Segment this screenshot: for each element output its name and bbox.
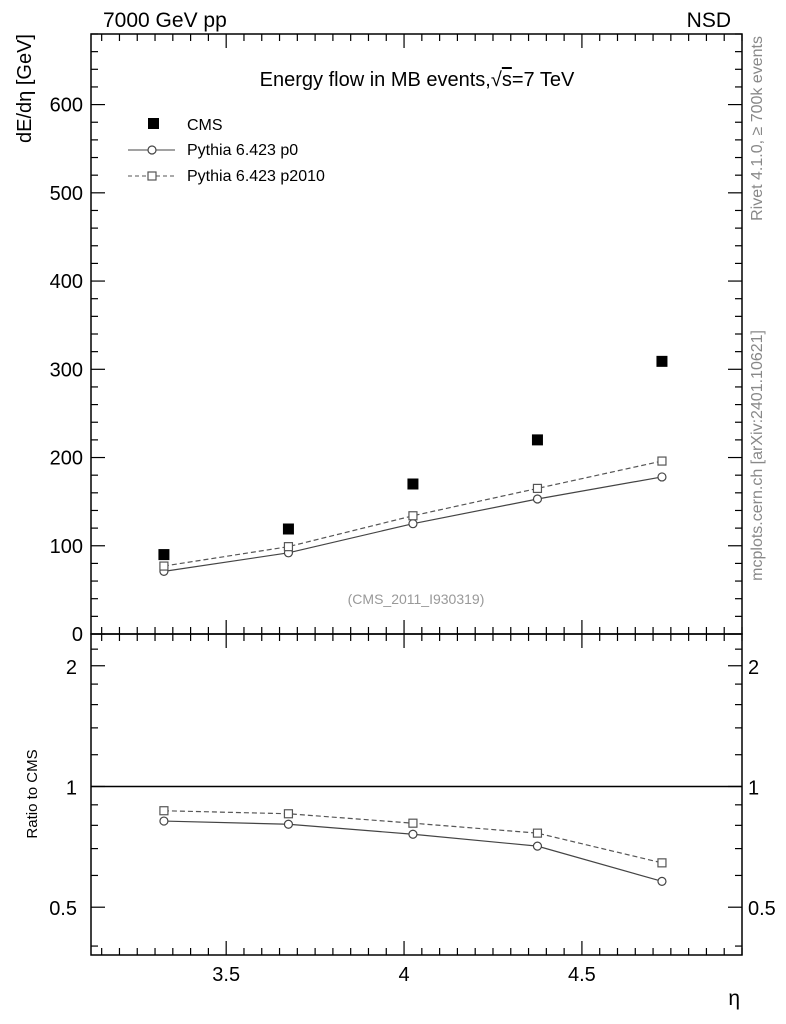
legend-cms-label: CMS	[187, 117, 223, 134]
ratio-p0-point	[657, 876, 667, 886]
ratio-y-tick-label-right: 1	[748, 777, 759, 799]
main-cms-point	[656, 355, 668, 367]
legend-p2010-label: Pythia 6.423 p2010	[187, 168, 325, 185]
ratio-p2010-point	[408, 818, 418, 828]
main-y-tick-label: 500	[50, 183, 83, 205]
legend-p0-label: Pythia 6.423 p0	[187, 142, 298, 159]
chart-title: Energy flow in MB events,√s=7 TeV	[260, 69, 575, 91]
main-series-group	[158, 355, 668, 576]
main-p2010-point	[657, 456, 667, 466]
chart-title-prefix: Energy flow in MB events,	[260, 69, 491, 91]
main-p0-point	[408, 519, 418, 529]
main-p2010-point	[408, 511, 418, 521]
legend-cms-marker	[148, 118, 159, 129]
main-axis-ticks: 0 100 200 300 400 500 600	[50, 33, 743, 646]
main-cms-point	[158, 549, 170, 561]
ratio-p2010-point	[532, 828, 543, 838]
chart-title-root: √	[491, 69, 502, 91]
rivet-side-label: Rivet 4.1.0, ≥ 700k events	[749, 36, 766, 221]
ratio-y-tick-label-right: 2	[748, 657, 759, 679]
main-p0-point	[657, 472, 667, 482]
ratio-p0-point	[159, 816, 169, 826]
legend: CMS Pythia 6.423 p0 Pythia 6.423 p2010	[128, 117, 325, 185]
main-y-axis-label: dE/dη [GeV]	[14, 34, 36, 143]
ratio-axis-ticks: 0.5 0.5 1 1 2 2 3.5 4 4.5	[49, 634, 776, 986]
x-tick-label: 3.5	[212, 964, 240, 986]
main-p0-point	[532, 494, 543, 504]
ratio-p2010-point	[159, 806, 169, 816]
ratio-y-tick-label: 1	[66, 777, 77, 799]
header-left-label: 7000 GeV pp	[103, 9, 227, 32]
chart-title-suffix: =7 TeV	[512, 69, 575, 91]
legend-p2010-marker	[147, 171, 157, 181]
ratio-y-axis-label: Ratio to CMS	[24, 749, 41, 838]
ratio-y-tick-label-right: 0.5	[748, 898, 776, 920]
main-p2010-point	[532, 483, 543, 494]
chart-title-s: s	[502, 69, 512, 91]
legend-p0-marker	[147, 145, 157, 155]
main-y-tick-label: 100	[50, 536, 83, 558]
ratio-p2010-point	[657, 858, 667, 868]
main-y-tick-label: 400	[50, 271, 83, 293]
main-y-tick-label: 0	[72, 624, 83, 646]
main-p2010-point	[159, 561, 169, 571]
main-cms-point	[407, 478, 419, 490]
main-p2010-point	[283, 542, 294, 552]
header-right-label: NSD	[687, 9, 731, 32]
ratio-p2010-point	[283, 809, 294, 819]
ratio-p0-point	[283, 819, 294, 829]
main-cms-point	[531, 434, 543, 446]
x-tick-label: 4.5	[568, 964, 596, 986]
main-y-tick-label: 200	[50, 448, 83, 470]
main-y-tick-label: 300	[50, 359, 83, 381]
ratio-y-tick-label: 2	[66, 657, 77, 679]
x-tick-label: 4	[398, 964, 409, 986]
mcplots-side-label: mcplots.cern.ch [arXiv:2401.10621]	[749, 330, 766, 581]
ratio-y-tick-label: 0.5	[49, 898, 77, 920]
x-axis-label: η	[728, 987, 740, 1010]
main-y-tick-label: 600	[50, 95, 83, 117]
main-series-line-2	[163, 460, 663, 567]
ratio-p0-point	[532, 841, 543, 851]
analysis-reference-label: (CMS_2011_I930319)	[348, 591, 485, 607]
ratio-plot-frame	[90, 633, 743, 956]
main-cms-point	[282, 523, 294, 535]
ratio-p0-point	[408, 829, 418, 839]
ratio-series-group	[159, 806, 667, 886]
